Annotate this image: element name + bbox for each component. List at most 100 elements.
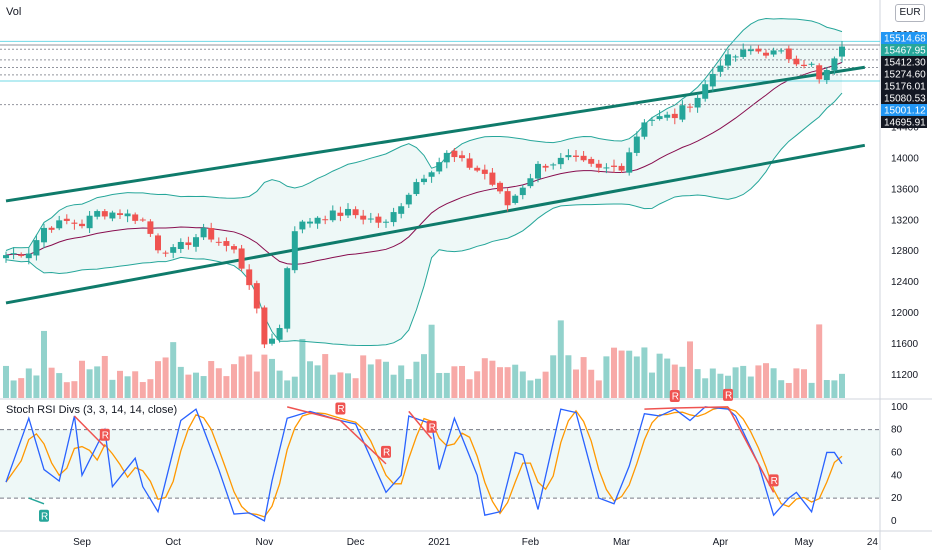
- volume-bar: [284, 380, 291, 398]
- volume-bar: [763, 363, 769, 398]
- divergence-line: [408, 410, 433, 440]
- volume-bar: [671, 364, 678, 398]
- osc-axis: 0 20 40 60 80 100: [891, 402, 908, 527]
- stoch-d-line: [5, 406, 843, 518]
- candle-body: [246, 269, 253, 286]
- currency-button[interactable]: EUR: [895, 4, 925, 22]
- candle-body: [345, 208, 351, 216]
- candle-body: [626, 152, 633, 173]
- candle-body: [86, 215, 93, 229]
- price-tag-label: 15514.68: [884, 34, 926, 45]
- volume-bar: [519, 371, 526, 398]
- volume-bar: [618, 350, 625, 398]
- candle-body: [839, 46, 845, 57]
- candle-body: [793, 58, 800, 65]
- candle-body: [10, 253, 17, 255]
- divergence-marker-label: R: [102, 430, 109, 441]
- candle-body: [565, 155, 572, 158]
- price-tick-label: 14400: [891, 123, 919, 134]
- volume-bar: [641, 347, 648, 398]
- osc-tick-label: 20: [891, 493, 903, 504]
- volume-bar: [413, 361, 420, 398]
- price-tags: 15514.6815467.9515412.3015274.6015176.01…: [881, 32, 927, 129]
- divergence-line: [339, 419, 387, 465]
- candle-body: [603, 167, 610, 169]
- volume-bar: [101, 355, 108, 398]
- candle-body: [299, 221, 306, 230]
- volume-bar: [269, 358, 275, 398]
- candle-body: [383, 221, 389, 223]
- volume-bar: [466, 379, 473, 398]
- volume-bar: [322, 354, 329, 398]
- volume-bar: [785, 382, 792, 398]
- candle-body: [94, 211, 101, 217]
- volume-bar: [778, 380, 785, 398]
- volume-bar: [770, 368, 777, 398]
- candle-body: [588, 158, 595, 164]
- divergence-marker: [723, 388, 733, 401]
- price-tag-label: 15274.60: [884, 70, 926, 81]
- volume-bar: [550, 355, 557, 398]
- volume-bar: [481, 358, 488, 398]
- volume-bar: [10, 380, 17, 398]
- time-tick-label: Nov: [256, 537, 274, 548]
- divergence-marker-label: R: [429, 422, 436, 433]
- volume-bar: [352, 378, 359, 398]
- candle-body: [831, 58, 838, 71]
- candles: [3, 41, 845, 349]
- candle-body: [443, 152, 450, 163]
- divergence-marker-label: R: [725, 390, 732, 401]
- volume-bar: [314, 365, 321, 398]
- price-tag-label: 15176.01: [884, 82, 926, 93]
- candle-body: [702, 84, 709, 99]
- osc-tick-label: 60: [891, 447, 903, 458]
- volume-bar: [588, 369, 595, 398]
- volume-bar: [428, 324, 435, 398]
- candle-body: [352, 209, 359, 216]
- candle-body: [101, 211, 108, 217]
- volume-bar: [139, 382, 146, 398]
- volume-bar: [709, 368, 716, 398]
- candle-body: [200, 227, 207, 238]
- price-tag-bg: [881, 116, 927, 128]
- candle-body: [679, 105, 686, 120]
- price-tag-bg: [881, 92, 927, 104]
- volume-bar: [337, 372, 344, 398]
- candle-body: [618, 165, 625, 171]
- candle-body: [611, 165, 617, 167]
- volume-bar: [580, 357, 587, 398]
- time-tick-label: Dec: [347, 537, 365, 548]
- volume-bar: [694, 369, 701, 398]
- candle-body: [18, 254, 25, 257]
- price-tick-label: 12000: [891, 308, 919, 319]
- time-tick-label: Mar: [613, 537, 631, 548]
- candle-body: [139, 219, 146, 221]
- candle-body: [147, 221, 154, 234]
- volume-bar: [109, 379, 116, 398]
- candle-body: [56, 220, 63, 229]
- volume-bar: [215, 368, 222, 398]
- volume-bar: [816, 324, 823, 398]
- candle-body: [307, 221, 313, 224]
- volume-bar: [557, 320, 564, 398]
- candle-body: [421, 178, 427, 183]
- osc-tick-label: 100: [891, 402, 908, 413]
- candle-body: [284, 268, 291, 329]
- price-tick-label: 11200: [891, 370, 919, 381]
- volume-bar: [390, 374, 397, 398]
- volume-bar: [71, 381, 78, 398]
- candle-body: [474, 167, 481, 171]
- volume-bar: [405, 379, 412, 398]
- channel-upper-line: [5, 65, 866, 203]
- volume-label: Vol: [6, 6, 22, 18]
- candle-body: [33, 240, 40, 256]
- divergence-line: [644, 407, 675, 410]
- volume-bar: [679, 366, 686, 398]
- volume-bar: [565, 355, 572, 398]
- volume-bar: [808, 382, 815, 398]
- volume-bar: [253, 371, 260, 398]
- volume-bar: [193, 372, 199, 398]
- price-tag-bg: [881, 44, 927, 56]
- time-axis: Sep Oct Nov Dec 2021 Feb Mar Apr May 24: [73, 537, 878, 548]
